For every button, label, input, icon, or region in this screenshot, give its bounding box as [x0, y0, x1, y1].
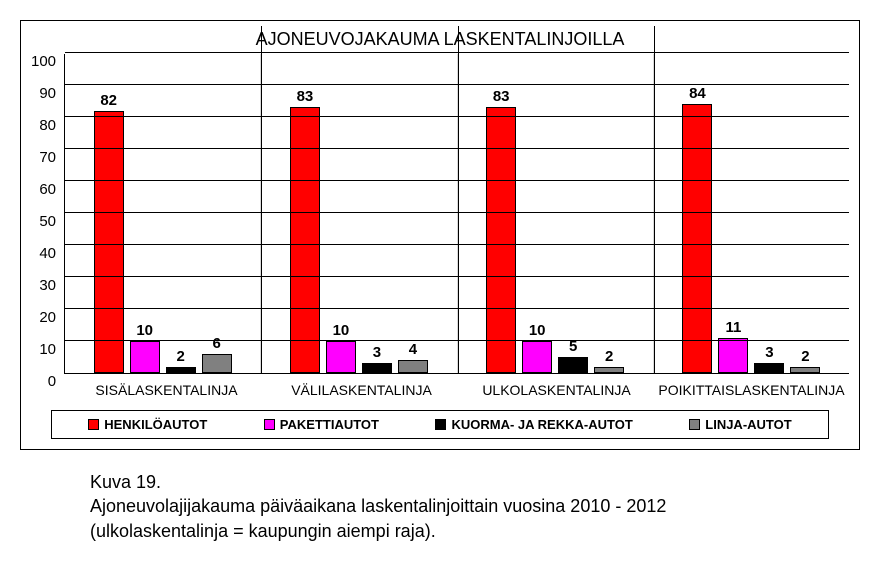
plot-area: 1009080706050403020100 82102683103483105…: [21, 54, 859, 374]
bar-value-label: 82: [100, 92, 117, 109]
bars-row: 821026: [65, 111, 260, 373]
bar: 11: [718, 338, 748, 373]
gridline: [65, 308, 849, 309]
y-axis: 1009080706050403020100: [31, 54, 64, 374]
gridline: [65, 116, 849, 117]
legend: HENKILÖAUTOT PAKETTIAUTOT KUORMA- JA REKKA…: [51, 410, 829, 439]
bar: 2: [594, 367, 624, 373]
bar-value-label: 2: [801, 348, 809, 365]
gridline: [65, 244, 849, 245]
gridline: [65, 84, 849, 85]
bar-value-label: 11: [725, 319, 741, 336]
bar-group: 821026: [65, 54, 261, 373]
bar-group: 831034: [261, 54, 457, 373]
bar: 10: [130, 341, 160, 373]
bar: 4: [398, 360, 428, 373]
bar-groups: 821026831034831052841132: [65, 54, 849, 373]
gridline: [65, 276, 849, 277]
bar: 10: [522, 341, 552, 373]
bar-value-label: 6: [212, 335, 220, 352]
legend-label: KUORMA- JA REKKA-AUTOT: [451, 417, 632, 432]
legend-item: LINJA-AUTOT: [689, 417, 791, 432]
caption-line-1: Kuva 19.: [90, 470, 730, 494]
bar-group: 831052: [458, 54, 654, 373]
bar: 5: [558, 357, 588, 373]
bar-value-label: 84: [689, 85, 706, 102]
legend-label: HENKILÖAUTOT: [104, 417, 207, 432]
bar: 3: [362, 363, 392, 373]
bars-row: 841132: [654, 104, 849, 373]
bar-value-label: 83: [493, 88, 510, 105]
legend-swatch: [435, 419, 446, 430]
bar-value-label: 10: [529, 322, 546, 339]
chart-title: AJONEUVOJAKAUMA LASKENTALINJOILLA: [21, 21, 859, 54]
bar-value-label: 10: [333, 322, 350, 339]
gridline: [65, 180, 849, 181]
bar: 10: [326, 341, 356, 373]
figure-caption: Kuva 19. Ajoneuvolajijakauma päiväaikana…: [90, 470, 730, 543]
legend-swatch: [88, 419, 99, 430]
x-tick-label: SISÄLASKENTALINJA: [69, 374, 264, 406]
x-tick-label: ULKOLASKENTALINJA: [459, 374, 654, 406]
x-tick-label: POIKITTAISLASKENTALINJA: [654, 374, 849, 406]
legend-label: LINJA-AUTOT: [705, 417, 791, 432]
legend-swatch: [264, 419, 275, 430]
bar: 3: [754, 363, 784, 373]
bar-value-label: 3: [765, 344, 773, 361]
bar: 6: [202, 354, 232, 373]
bar-value-label: 83: [297, 88, 314, 105]
gridline: [65, 52, 849, 53]
bar: 2: [166, 367, 196, 373]
bar-group: 841132: [654, 54, 849, 373]
legend-item: KUORMA- JA REKKA-AUTOT: [435, 417, 632, 432]
x-axis-labels: SISÄLASKENTALINJAVÄLILASKENTALINJAULKOLA…: [21, 374, 859, 406]
caption-line-2: Ajoneuvolajijakauma päiväaikana laskenta…: [90, 494, 730, 543]
bar: 82: [94, 111, 124, 373]
bar-value-label: 2: [176, 348, 184, 365]
legend-swatch: [689, 419, 700, 430]
x-tick-label: VÄLILASKENTALINJA: [264, 374, 459, 406]
chart-container: AJONEUVOJAKAUMA LASKENTALINJOILLA 100908…: [20, 20, 860, 450]
legend-label: PAKETTIAUTOT: [280, 417, 379, 432]
bar-value-label: 4: [409, 341, 417, 358]
legend-item: PAKETTIAUTOT: [264, 417, 379, 432]
bar: 84: [682, 104, 712, 373]
bar-value-label: 2: [605, 348, 613, 365]
bar-value-label: 10: [136, 322, 153, 339]
bar: 2: [790, 367, 820, 373]
bar-value-label: 3: [373, 344, 381, 361]
legend-item: HENKILÖAUTOT: [88, 417, 207, 432]
gridline: [65, 340, 849, 341]
gridline: [65, 148, 849, 149]
gridline: [65, 212, 849, 213]
plot: 821026831034831052841132: [64, 54, 849, 374]
